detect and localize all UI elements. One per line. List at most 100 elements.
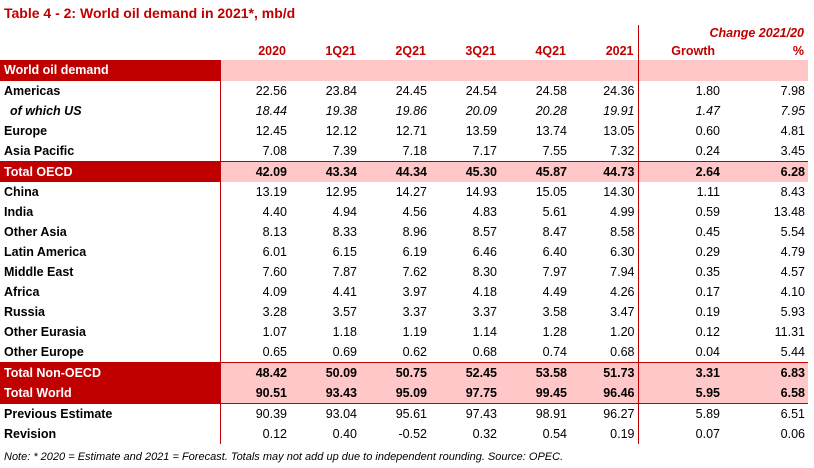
- cell-value: 8.33: [332, 225, 357, 239]
- cell-value: 0.12: [219, 424, 290, 444]
- row-label: Russia: [4, 305, 45, 319]
- row-label: Middle East: [4, 265, 74, 279]
- cell-value: 6.58: [723, 383, 808, 404]
- cell-value: 14.93: [465, 185, 497, 199]
- cell-value: 7.18: [402, 144, 427, 158]
- cell-value: 24.36: [570, 81, 639, 101]
- cell-value: 4.09: [219, 282, 290, 302]
- cell-value: -0.52: [398, 427, 428, 441]
- cell-value: 8.57: [472, 225, 497, 239]
- cell-value: 1.07: [219, 322, 290, 342]
- cell-value: 6.15: [332, 245, 357, 259]
- cell-value: 7.32: [570, 141, 639, 162]
- cell-value: 19.86: [395, 104, 427, 118]
- row-label: Asia Pacific: [4, 144, 75, 158]
- row-label: Other Eurasia: [4, 325, 86, 339]
- cell-value: 6.28: [723, 161, 808, 182]
- cell-value: 52.45: [430, 362, 500, 383]
- cell-value: 7.08: [219, 141, 290, 162]
- table-row: Total OECD 42.09 43.34 44.34 45.30 45.87 44.73…: [0, 161, 808, 182]
- col-header-2020: 2020: [258, 44, 286, 58]
- cell-value: 44.34: [360, 161, 430, 182]
- cell-value: 3.37: [402, 305, 427, 319]
- header-row-columns: 2020 1Q21 2Q21 3Q21 4Q21 2021 Growth %: [0, 42, 808, 60]
- cell-value: 13.74: [535, 124, 567, 138]
- cell-value: 13.05: [570, 121, 639, 141]
- cell-value: 4.40: [219, 202, 290, 222]
- row-label: Total Non-OECD: [0, 362, 220, 383]
- cell-value: 12.45: [219, 121, 290, 141]
- col-header-growth: Growth: [671, 44, 715, 58]
- cell-value: 24.58: [535, 84, 567, 98]
- cell-value: 7.62: [402, 265, 427, 279]
- row-label: Other Europe: [4, 345, 84, 359]
- row-label: Revision: [4, 427, 57, 441]
- cell-value: 98.91: [500, 403, 570, 424]
- col-header-4q21: 4Q21: [535, 44, 566, 58]
- row-label: Other Asia: [4, 225, 67, 239]
- col-header-percent: %: [792, 44, 804, 58]
- cell-value: 12.12: [325, 124, 357, 138]
- cell-value: 42.09: [219, 161, 290, 182]
- cell-value: 0.62: [402, 345, 427, 359]
- cell-value: 20.28: [535, 104, 567, 118]
- table-row: Latin America 6.01 6.15 6.19 6.46 6.40 6.30 0.2…: [0, 242, 808, 262]
- cell-value: 4.18: [472, 285, 497, 299]
- cell-value: 0.69: [332, 345, 357, 359]
- cell-value: 7.60: [219, 262, 290, 282]
- cell-value: 12.71: [395, 124, 427, 138]
- cell-value: 96.46: [570, 383, 639, 404]
- cell-value: 7.97: [542, 265, 567, 279]
- cell-value: 23.84: [325, 84, 357, 98]
- cell-value: 7.95: [780, 104, 805, 118]
- cell-value: 19.91: [570, 101, 639, 121]
- cell-value: 4.49: [542, 285, 567, 299]
- col-header-2021: 2021: [570, 42, 639, 60]
- cell-value: 50.75: [360, 362, 430, 383]
- cell-value: 0.07: [695, 427, 720, 441]
- cell-value: 3.47: [570, 302, 639, 322]
- cell-value: 2.64: [638, 161, 723, 182]
- cell-value: 4.26: [570, 282, 639, 302]
- cell-value: 7.98: [780, 84, 805, 98]
- cell-value: 93.04: [290, 403, 360, 424]
- table-row: Europe 12.45 12.12 12.71 13.59 13.74 13.05 0.60…: [0, 121, 808, 141]
- cell-value: 4.41: [332, 285, 357, 299]
- cell-value: 15.05: [535, 185, 567, 199]
- cell-value: 0.65: [219, 342, 290, 363]
- col-header-1q21: 1Q21: [325, 44, 356, 58]
- cell-value: 8.58: [570, 222, 639, 242]
- cell-value: 4.94: [332, 205, 357, 219]
- cell-value: 14.27: [395, 185, 427, 199]
- table-note: Note: * 2020 = Estimate and 2021 = Forec…: [4, 451, 564, 463]
- cell-value: 1.14: [472, 325, 497, 339]
- cell-value: 13.19: [219, 182, 290, 202]
- cell-value: 0.19: [695, 305, 720, 319]
- section-row: World oil demand: [0, 60, 808, 81]
- col-header-3q21: 3Q21: [465, 44, 496, 58]
- cell-value: 6.01: [219, 242, 290, 262]
- cell-value: 0.17: [695, 285, 720, 299]
- table-row: Middle East 7.60 7.87 7.62 8.30 7.97 7.94 0.35 4…: [0, 262, 808, 282]
- cell-value: 48.42: [219, 362, 290, 383]
- cell-value: 8.47: [542, 225, 567, 239]
- cell-value: 90.39: [219, 403, 290, 424]
- row-label: Latin America: [4, 245, 87, 259]
- cell-value: 0.59: [695, 205, 720, 219]
- oil-demand-table: Change 2021/20 2020 1Q21 2Q21 3Q21 4Q21 …: [0, 25, 808, 444]
- cell-value: 24.54: [465, 84, 497, 98]
- table-title: Table 4 - 2: World oil demand in 2021*, …: [4, 5, 296, 21]
- cell-value: 6.19: [402, 245, 427, 259]
- cell-value: 45.30: [430, 161, 500, 182]
- cell-value: 6.46: [472, 245, 497, 259]
- table-row: Total World 90.51 93.43 95.09 97.75 99.45 96.4…: [0, 383, 808, 404]
- cell-value: 3.31: [638, 362, 723, 383]
- cell-value: 0.06: [780, 427, 805, 441]
- table-row: Total Non-OECD 48.42 50.09 50.75 52.45 53.58 5…: [0, 362, 808, 383]
- cell-value: 18.44: [219, 101, 290, 121]
- cell-value: 1.11: [696, 185, 720, 199]
- cell-value: 96.27: [570, 403, 639, 424]
- cell-value: 95.61: [360, 403, 430, 424]
- cell-value: 90.51: [219, 383, 290, 404]
- cell-value: 1.19: [402, 325, 427, 339]
